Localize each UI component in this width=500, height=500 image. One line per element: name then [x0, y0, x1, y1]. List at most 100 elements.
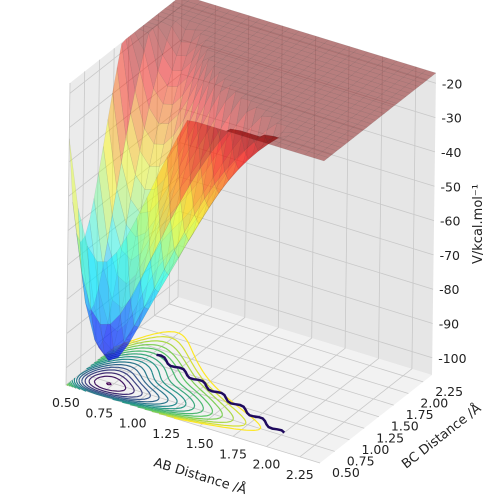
surface-face: [80, 235, 95, 313]
surface-face: [253, 41, 269, 49]
y-tick-label: 1.75: [406, 407, 434, 422]
surface-face: [239, 42, 255, 49]
surface-face: [244, 48, 260, 56]
surface-face: [161, 183, 176, 218]
gridline-x: [299, 66, 417, 458]
surface-face: [214, 72, 230, 86]
surface-face: [274, 24, 290, 32]
surface-face: [145, 199, 161, 233]
surface-face: [237, 125, 253, 160]
surface-face: [374, 74, 390, 82]
surface-face: [249, 133, 265, 143]
surface-face: [362, 51, 378, 59]
surface-face: [324, 82, 340, 90]
surface-face: [180, 182, 195, 233]
surface-face: [303, 108, 319, 116]
surface-face: [123, 325, 139, 345]
surface-face: [169, 119, 184, 157]
surface-face: [313, 111, 329, 119]
gridline-x: [266, 56, 383, 447]
surface-face: [222, 55, 238, 63]
surface-face: [260, 57, 275, 65]
surface-face: [307, 63, 323, 70]
surface-face: [136, 236, 152, 275]
surface-face: [233, 68, 248, 76]
surface-face: [401, 63, 417, 71]
surface-face: [139, 127, 155, 167]
surface-face: [331, 140, 346, 148]
surface-face: [182, 1, 198, 9]
surface-face: [369, 110, 385, 118]
surface-face: [96, 261, 111, 325]
surface-face: [318, 75, 334, 83]
surface-face: [335, 62, 351, 70]
contour-line: [105, 382, 112, 386]
surface-face: [263, 134, 279, 145]
surface-face: [246, 25, 262, 33]
y-tick-label: 1.50: [391, 419, 419, 434]
surface-face: [299, 37, 315, 45]
y-tick-label: 1.25: [376, 430, 404, 445]
y-tick-label: 1.00: [362, 442, 390, 457]
surface-face: [204, 72, 220, 105]
z-tick-label: -60: [440, 214, 460, 229]
surface-face: [218, 174, 234, 194]
surface-face: [384, 77, 400, 85]
surface-face: [112, 274, 127, 309]
surface-face: [297, 60, 313, 67]
surface-face: [90, 309, 105, 355]
surface-face: [235, 87, 251, 95]
contour-line: [84, 369, 143, 398]
surface-face: [157, 21, 172, 41]
surface-face: [395, 90, 411, 97]
surface-face: [339, 134, 355, 141]
surface-face: [261, 67, 277, 75]
surface-face: [153, 70, 168, 105]
surface-face: [221, 13, 237, 21]
surface-face: [377, 93, 393, 101]
surface-face: [287, 89, 303, 97]
surface-face: [225, 84, 241, 102]
surface-face: [293, 138, 309, 146]
surface-face: [199, 20, 215, 28]
surface-face: [222, 158, 238, 188]
surface-face: [372, 54, 388, 62]
surface-face: [158, 134, 175, 168]
surface-face: [309, 115, 325, 123]
surface-face: [194, 198, 209, 225]
surface-face: [372, 97, 388, 105]
surface-face: [211, 138, 227, 180]
z-tick-label: -100: [438, 351, 466, 366]
surface-face: [391, 93, 407, 101]
surface-face: [216, 127, 231, 141]
surface-face: [249, 87, 265, 95]
surface-face: [325, 134, 341, 142]
surface-face: [349, 94, 365, 102]
surface-face: [130, 31, 145, 71]
gridline-z: [69, 39, 436, 128]
surface-face: [315, 131, 331, 139]
surface-face: [151, 15, 167, 22]
surface-face: [285, 112, 301, 120]
surface-face: [238, 74, 254, 82]
surface-face: [329, 46, 345, 54]
surface-face: [254, 93, 270, 101]
surface-face: [226, 97, 242, 140]
surface-face: [326, 101, 342, 109]
surface-face: [376, 84, 392, 91]
surface-face: [231, 111, 247, 151]
surface-face: [181, 150, 196, 187]
surface-face: [189, 17, 205, 25]
surface-face: [167, 219, 183, 257]
surface-face: [242, 137, 258, 165]
surface-face: [276, 76, 292, 84]
surface-face: [116, 43, 131, 138]
surface-face: [87, 245, 101, 326]
surface-face: [193, 59, 209, 101]
surface-face: [208, 23, 224, 31]
surface-face: [284, 27, 300, 35]
gridline-x: [232, 46, 350, 437]
surface-face: [176, 41, 192, 57]
surface-face: [229, 39, 245, 46]
surface-face: [149, 143, 165, 167]
